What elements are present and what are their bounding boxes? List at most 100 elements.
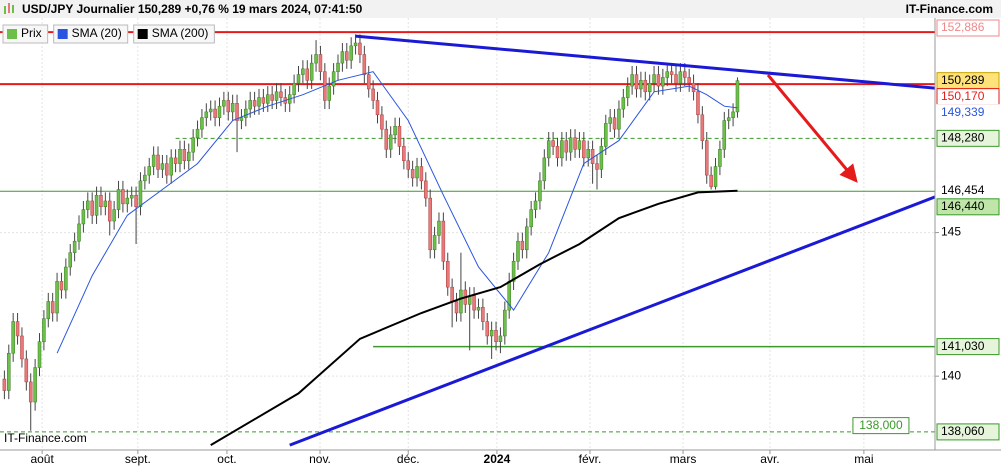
price-label-box [936, 19, 1000, 37]
candle-body [217, 105, 222, 118]
candle-body [380, 114, 384, 130]
x-tick-label: déc. [397, 452, 420, 466]
candle-body [314, 54, 318, 64]
candle-body [230, 103, 235, 113]
candle-body [713, 166, 718, 187]
candle-body [494, 329, 498, 342]
plot-area [0, 18, 935, 450]
candle-body [551, 140, 555, 147]
candle-body [72, 240, 77, 253]
candle-body [11, 321, 15, 354]
legend-box [53, 24, 129, 44]
candle-body [489, 329, 494, 337]
legend-label: Prix [21, 26, 42, 40]
candle-body [213, 108, 217, 118]
candle-body [226, 100, 231, 113]
legend-item: SMA (200) [133, 24, 215, 44]
candle-body [208, 108, 213, 113]
legend-box [133, 24, 215, 44]
legend-item: Prix [2, 24, 49, 44]
x-tick-label: mars [670, 452, 697, 466]
candle-body [222, 100, 226, 107]
candle-body [590, 149, 595, 164]
candle-body [683, 71, 687, 78]
candle-body [454, 301, 459, 314]
candle-body [331, 71, 336, 87]
candle-body [358, 42, 362, 55]
candle-body [340, 51, 345, 64]
candle-body [498, 335, 503, 342]
price-label-box [936, 338, 1000, 356]
x-tick-label: oct. [217, 452, 236, 466]
candle-body [327, 85, 331, 101]
candle-body [450, 286, 454, 302]
candle-body [406, 160, 410, 170]
candle-body [345, 51, 349, 61]
candle-body [472, 295, 476, 311]
candle-body [476, 306, 481, 311]
candle-body [525, 226, 529, 251]
candle-body [722, 120, 727, 150]
trendline [355, 34, 935, 90]
candle-body [656, 74, 661, 87]
candle-body [103, 200, 108, 207]
annotation-box [852, 417, 910, 435]
candle-body [375, 100, 380, 116]
candle-body [244, 108, 248, 118]
candle-body [309, 62, 314, 81]
candle-body [647, 82, 652, 93]
x-tick-label: août [30, 452, 54, 466]
x-tick-label: mai [854, 452, 873, 466]
candle-body [20, 335, 24, 360]
candle-body [529, 209, 533, 228]
candle-body [42, 318, 46, 342]
price-label-box [936, 104, 1000, 122]
candle-body [704, 140, 709, 176]
candle-body [678, 71, 683, 84]
legend-item: SMA (20) [53, 24, 129, 44]
candle-body [86, 200, 90, 210]
candle-body [200, 117, 204, 130]
candle-body [252, 100, 257, 107]
legend-swatch [57, 29, 68, 39]
candle-body [55, 281, 59, 314]
candle-body [261, 97, 266, 104]
candle-body [107, 200, 112, 222]
candle-body [485, 321, 490, 337]
candle-body [353, 42, 358, 47]
price-label: 146,454 [941, 183, 985, 197]
candle-body [700, 114, 705, 141]
candle-body [520, 240, 525, 251]
candle-body [24, 358, 29, 383]
x-tick-label: févr. [579, 452, 602, 466]
candle-body [661, 77, 665, 87]
candle-body [687, 77, 691, 84]
legend-label: SMA (20) [72, 26, 122, 40]
candle-body [665, 71, 669, 78]
y-tick-label: 145 [941, 225, 961, 239]
candle-body [173, 157, 178, 164]
candle-body [160, 163, 165, 170]
trendline [289, 195, 935, 447]
candle-body [546, 140, 551, 159]
candle-body [116, 189, 121, 210]
candle-body [564, 140, 569, 153]
price-label: 149,339 [941, 105, 985, 119]
candle-body [516, 240, 520, 262]
candle-body [595, 163, 599, 170]
candle-body [318, 54, 323, 72]
candle-body [542, 157, 547, 182]
candle-body [169, 157, 173, 176]
header-bar [0, 0, 1001, 18]
candle-body [156, 154, 160, 170]
candle-body [81, 209, 86, 225]
candle-body [568, 137, 573, 153]
candle-body [257, 97, 261, 107]
candle-body [388, 134, 393, 150]
candle-body [577, 140, 582, 150]
sma-line [56, 71, 738, 354]
candle-body [621, 97, 626, 110]
candle-body [46, 301, 51, 319]
x-tick-label: 2024 [484, 452, 511, 466]
price-label-box [936, 423, 1000, 441]
